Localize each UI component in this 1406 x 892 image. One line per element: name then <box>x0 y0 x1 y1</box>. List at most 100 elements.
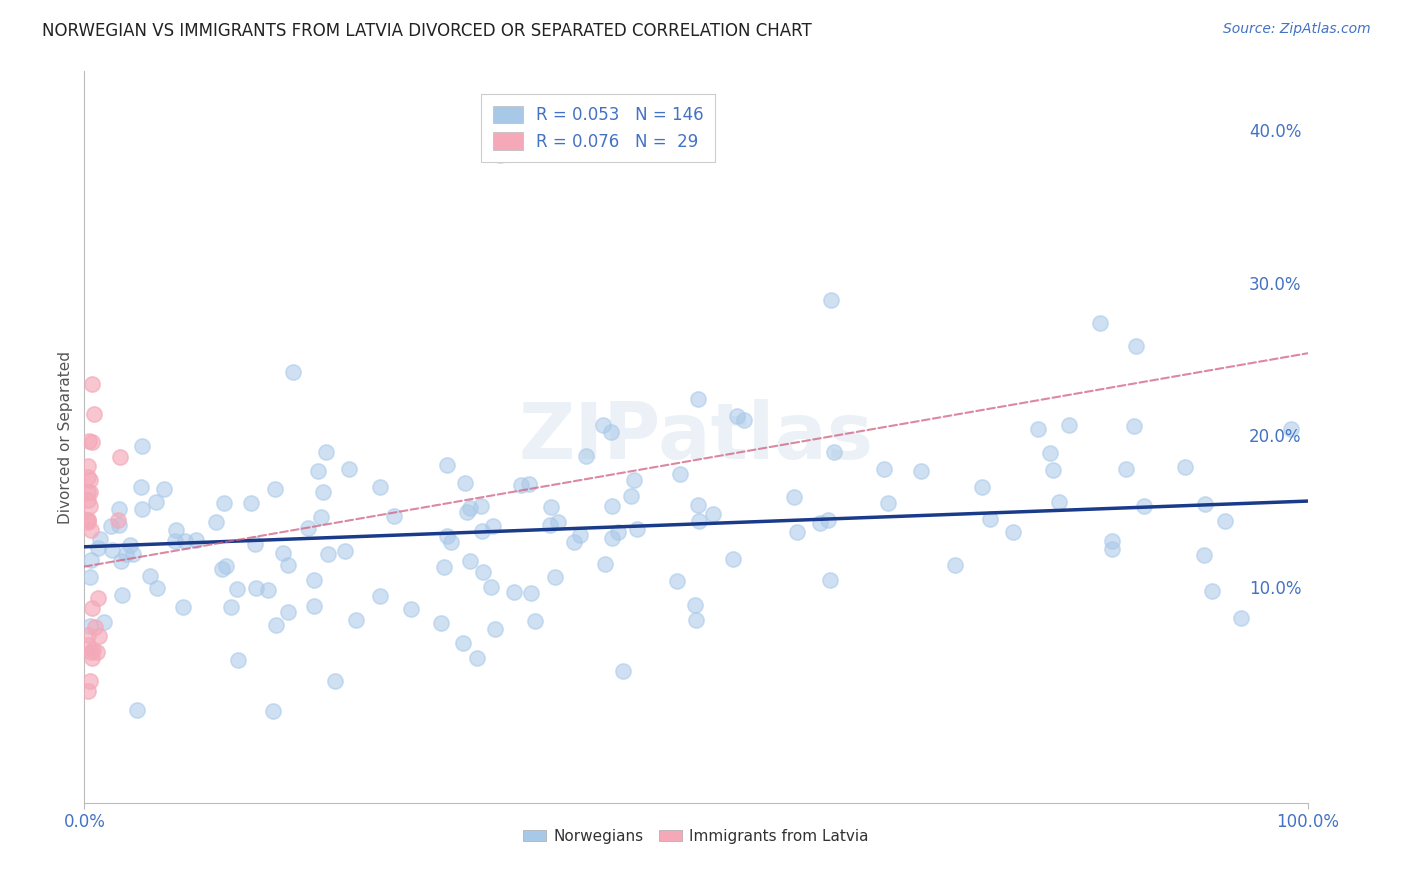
Point <box>226 653 249 667</box>
Text: Source: ZipAtlas.com: Source: ZipAtlas.com <box>1223 22 1371 37</box>
Point <box>370 480 392 494</box>
Point <box>219 600 242 615</box>
Point <box>125 703 148 717</box>
Point <box>184 533 207 547</box>
Point <box>80 376 103 391</box>
Point <box>725 409 748 423</box>
Point <box>79 673 101 688</box>
Point <box>82 434 104 449</box>
Point <box>333 544 356 558</box>
Point <box>77 469 100 483</box>
Point <box>458 500 481 515</box>
Point <box>77 492 100 507</box>
Point <box>80 651 103 665</box>
Point <box>79 485 101 500</box>
Point <box>173 534 195 549</box>
Point <box>100 543 122 558</box>
Point <box>979 512 1001 526</box>
Text: 10.0%: 10.0% <box>1249 581 1302 599</box>
Point <box>520 585 543 599</box>
Point <box>547 516 569 530</box>
Point <box>517 476 540 491</box>
Point <box>77 459 100 474</box>
Point <box>108 450 131 464</box>
Point <box>87 541 110 555</box>
Point <box>1174 459 1197 474</box>
Point <box>453 636 475 650</box>
Point <box>1001 524 1024 539</box>
Point <box>108 502 131 516</box>
Point <box>484 622 506 636</box>
Point <box>786 524 808 539</box>
Point <box>1088 316 1111 330</box>
Point <box>89 532 111 546</box>
Point <box>139 569 162 583</box>
Point <box>131 439 153 453</box>
Point <box>686 498 709 512</box>
Point <box>1213 514 1236 528</box>
Point <box>1042 463 1064 477</box>
Point <box>733 413 755 427</box>
Point <box>481 519 503 533</box>
Point <box>79 434 101 448</box>
Point <box>602 499 624 513</box>
Point <box>302 574 325 588</box>
Point <box>145 495 167 509</box>
Point <box>1039 446 1062 460</box>
Point <box>510 478 533 492</box>
Point <box>80 523 103 537</box>
Point <box>382 509 405 524</box>
Point <box>721 552 744 566</box>
Point <box>683 598 706 612</box>
Point <box>80 645 103 659</box>
Point <box>257 582 280 597</box>
Point <box>472 566 495 580</box>
Point <box>818 573 841 587</box>
Point <box>211 562 233 576</box>
Point <box>79 570 101 584</box>
Point <box>297 520 319 534</box>
Point <box>262 705 284 719</box>
Point <box>1279 422 1302 436</box>
Text: 30.0%: 30.0% <box>1249 276 1302 293</box>
Point <box>240 495 263 509</box>
Point <box>436 458 458 473</box>
Point <box>312 484 335 499</box>
Point <box>1026 421 1049 435</box>
Point <box>271 546 294 560</box>
Point <box>562 534 585 549</box>
Point <box>1047 495 1070 509</box>
Point <box>215 559 238 574</box>
Point <box>688 514 710 528</box>
Point <box>569 528 592 542</box>
Point <box>80 553 103 567</box>
Point <box>972 480 994 494</box>
Point <box>205 515 228 529</box>
Point <box>1125 338 1147 352</box>
Point <box>77 485 100 500</box>
Point <box>302 599 325 613</box>
Point <box>307 464 329 478</box>
Point <box>315 445 337 459</box>
Point <box>439 535 461 549</box>
Point <box>344 613 367 627</box>
Point <box>1229 611 1251 625</box>
Point <box>110 554 132 568</box>
Point <box>523 614 546 628</box>
Point <box>685 613 707 627</box>
Point <box>808 516 831 531</box>
Point <box>575 450 598 464</box>
Point <box>83 407 105 421</box>
Point <box>368 589 391 603</box>
Point <box>783 490 806 504</box>
Point <box>172 600 194 615</box>
Point <box>620 489 643 503</box>
Point <box>817 513 839 527</box>
Point <box>1192 548 1215 562</box>
Point <box>245 581 267 595</box>
Point <box>612 664 634 678</box>
Point <box>1194 497 1216 511</box>
Point <box>465 651 488 665</box>
Text: 40.0%: 40.0% <box>1249 123 1302 141</box>
Point <box>122 547 145 561</box>
